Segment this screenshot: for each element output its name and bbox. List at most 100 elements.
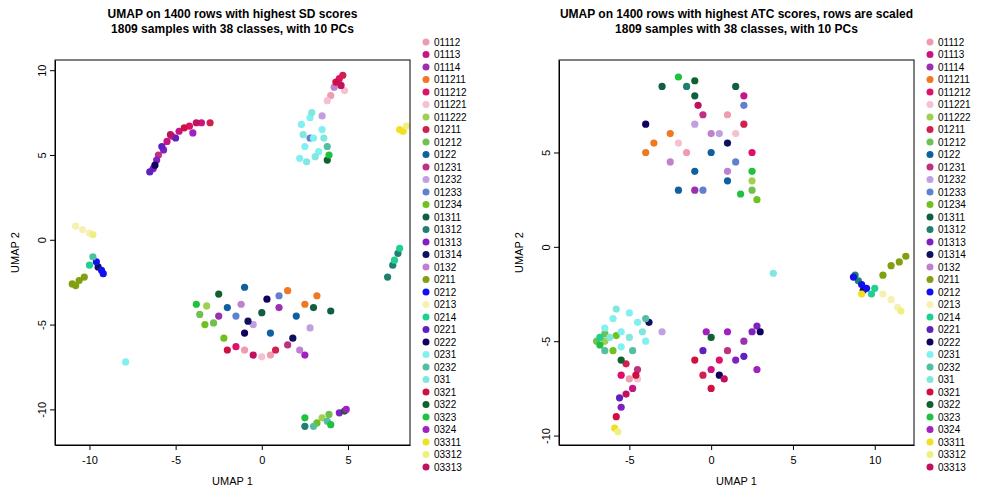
legend-marker [423,114,430,121]
y-tick-label: -10 [36,402,48,418]
point [244,318,251,325]
point [691,187,698,194]
points [69,72,410,430]
x-tick-mark [629,445,630,450]
legend-item: 01112 [927,37,965,48]
point [732,83,739,90]
legend-item: 0322 [927,399,961,410]
point [339,72,346,79]
point [193,301,200,308]
legend-marker [423,351,430,358]
point [289,335,296,342]
point [716,130,723,137]
point [263,296,270,303]
x-tick: 10 [869,445,881,466]
legend-marker [423,301,430,308]
point [210,319,217,326]
legend-marker [927,114,934,121]
point [740,338,747,345]
legend-marker [423,189,430,196]
point [250,352,257,359]
legend-marker [927,289,934,296]
legend: 0111201113011140112110112120112210112220… [423,37,468,473]
point [626,309,633,316]
legend-marker [927,139,934,146]
legend-label: 01114 [434,62,461,73]
legend-label: 0212 [434,287,457,298]
point [858,290,865,297]
legend-marker [423,201,430,208]
legend-marker [927,414,934,421]
point [310,304,317,311]
point [753,196,760,203]
y-tick-label: -5 [540,337,552,347]
point [319,126,326,133]
point [308,109,315,116]
legend-label: 0132 [938,262,961,273]
point [224,346,231,353]
legend-label: 01312 [434,224,462,235]
legend-label: 0213 [434,299,457,310]
point [667,130,674,137]
legend-label: 0232 [434,362,457,373]
legend-label: 01314 [434,249,462,260]
point [89,253,96,260]
legend-item: 0213 [423,299,457,310]
legend-label: 011211 [434,74,466,85]
legend-item: 03313 [423,462,463,473]
y-tick-label: 5 [540,150,552,156]
y-tick-label: 0 [36,237,48,243]
legend-label: 01314 [938,249,966,260]
point [629,385,636,392]
legend-marker [423,101,430,108]
point [275,304,282,311]
point [158,143,165,150]
legend-label: 0221 [938,324,961,335]
point [740,121,747,128]
legend-item: 0321 [927,387,961,398]
x-tick-mark [348,445,349,450]
point [312,153,319,160]
point [215,313,222,320]
legend-marker [423,339,430,346]
legend-item: 01311 [423,212,462,223]
point [675,73,682,80]
legend-label: 03313 [434,462,462,473]
y-tick: 5 [36,152,55,158]
point [691,92,698,99]
point [303,158,310,165]
point [81,273,88,280]
point [871,285,878,292]
legend-item: 011211 [927,74,971,85]
x-axis-title: UMAP 1 [212,475,253,487]
legend-marker [423,239,430,246]
legend-label: 01113 [434,49,461,60]
legend-label: 011212 [938,87,971,98]
legend-item: 011222 [927,112,972,123]
legend-marker [927,351,934,358]
point [601,324,608,331]
title: UMAP on 1400 rows with highest ATC score… [560,7,913,21]
point [724,168,731,175]
legend-label: 0232 [938,362,961,373]
point [606,334,613,341]
point [301,414,308,421]
legend-marker [423,414,430,421]
point [319,112,326,119]
point [601,347,608,354]
point [691,121,698,128]
point [703,328,710,335]
point [267,329,274,336]
legend-item: 0321 [423,387,457,398]
point [324,143,331,150]
legend-label: 03312 [938,449,966,460]
legend-marker [423,126,430,133]
y-axis-title: UMAP 2 [513,232,525,273]
legend-label: 0324 [938,424,961,435]
legend-marker [927,64,934,71]
legend-marker [927,364,934,371]
legend-item: 01234 [927,199,967,210]
legend-item: 01314 [927,249,967,260]
title: UMAP on 1400 rows with highest SD scores [108,7,358,21]
legend-item: 03312 [423,449,463,460]
